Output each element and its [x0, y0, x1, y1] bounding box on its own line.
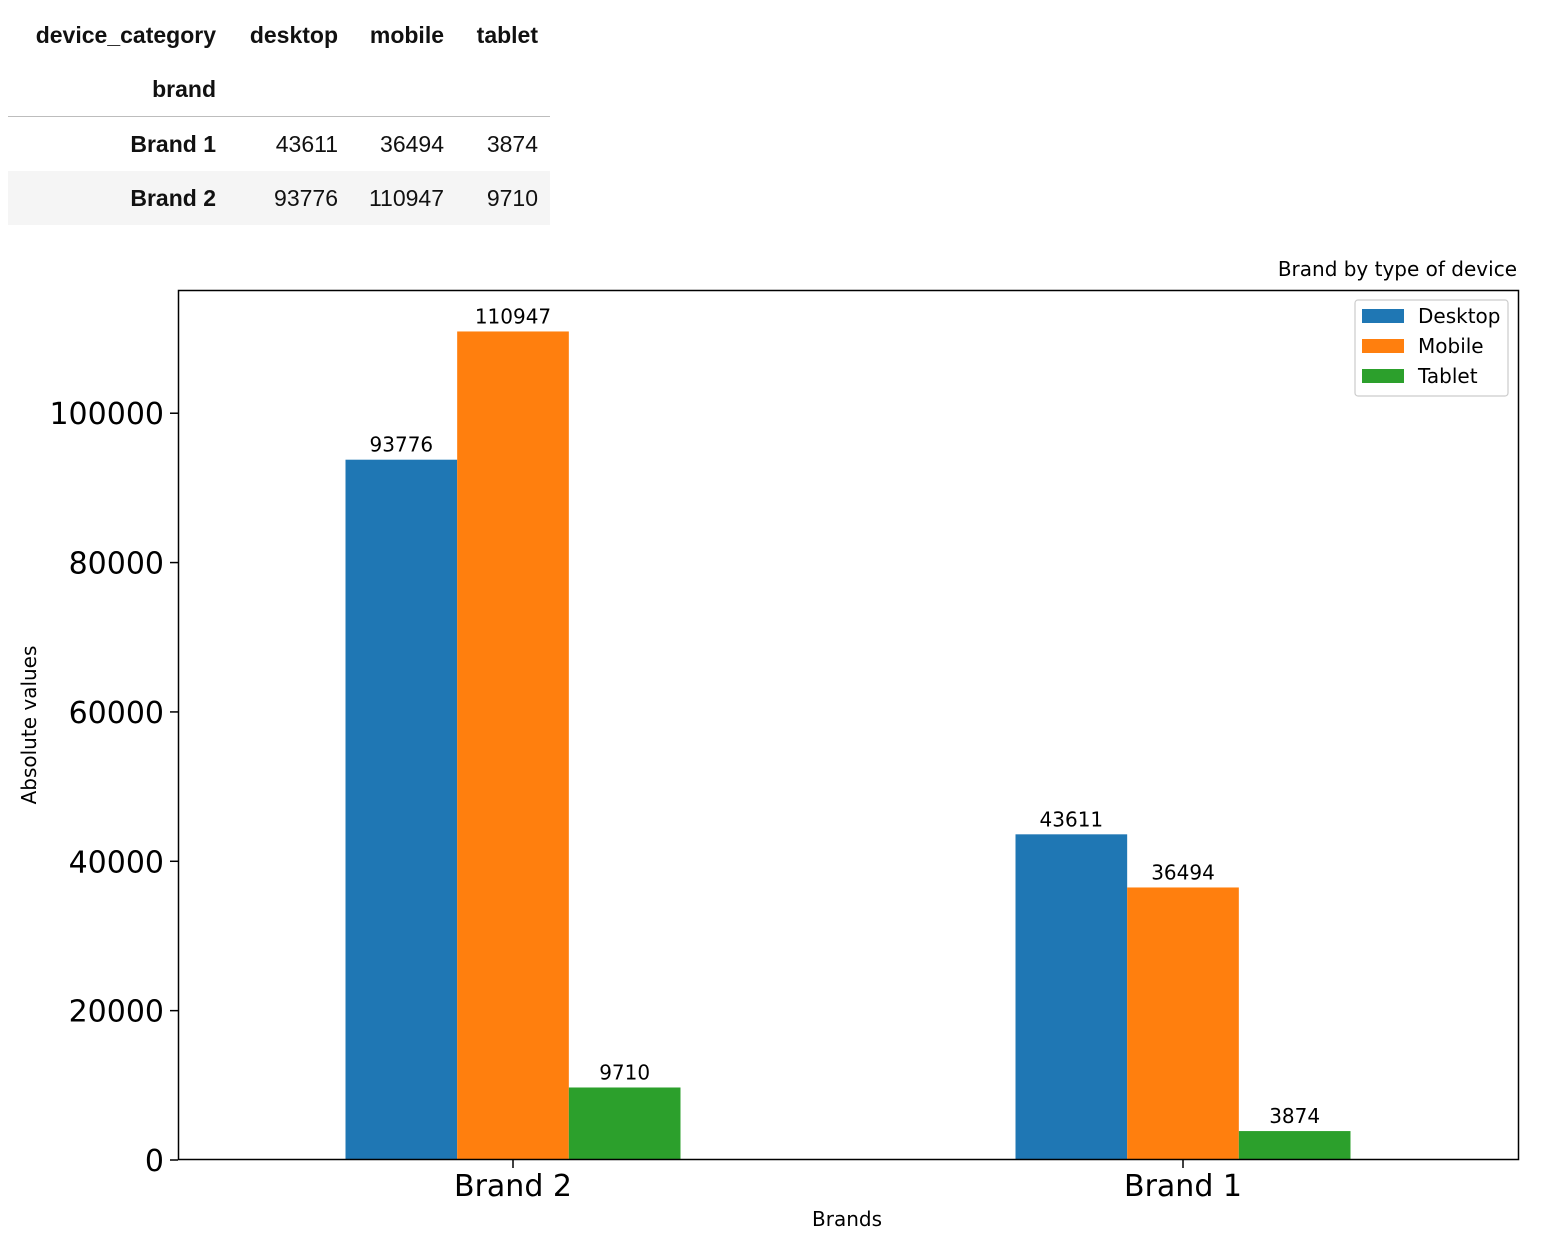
- x-tick-label: Brand 1: [1124, 1169, 1242, 1204]
- x-tick-label: Brand 2: [454, 1169, 572, 1204]
- plot-frame: [177, 289, 1520, 1161]
- legend-label-mobile: Mobile: [1418, 334, 1484, 358]
- table-column-header: mobile: [369, 21, 444, 48]
- chart-title: Brand by type of device: [1278, 257, 1517, 281]
- bar-labels-group: 93776 110947 9710 43611 36494 3874: [370, 304, 1321, 1128]
- table-row-label: Brand 2: [130, 184, 216, 211]
- y-tick-label: 100000: [49, 397, 164, 432]
- table-cell: 93776: [274, 184, 338, 211]
- legend-swatch-tablet: [1362, 369, 1404, 383]
- table-row-label: Brand 1: [130, 130, 216, 157]
- table-index-header-row: brand: [8, 62, 550, 117]
- bar-value-label: 93776: [370, 433, 434, 457]
- x-axis-title: Brands: [812, 1207, 882, 1231]
- y-tick-label: 20000: [69, 995, 164, 1030]
- legend-label-desktop: Desktop: [1418, 304, 1500, 328]
- bar-value-label: 9710: [599, 1060, 650, 1084]
- y-tick-label: 40000: [69, 845, 164, 880]
- dataframe-table: device_category desktop mobile tablet br…: [8, 8, 550, 225]
- table-header-row: device_category desktop mobile tablet: [8, 8, 550, 62]
- bar-mobile: [457, 331, 569, 1160]
- bar-mobile: [1127, 887, 1239, 1160]
- bar-tablet: [568, 1087, 681, 1160]
- y-tick-label: 0: [145, 1144, 164, 1179]
- table-cell: 36494: [380, 130, 444, 157]
- bar-value-label: 43611: [1040, 807, 1104, 831]
- table-row: Brand 1 43611 36494 3874: [8, 117, 550, 172]
- bar-chart: 93776 110947 9710 43611 36494 3874 0 20000 4000…: [17, 257, 1520, 1231]
- table-index-name: device_category: [35, 21, 216, 48]
- table-column-header: desktop: [249, 21, 338, 48]
- x-axis: Brand 2 Brand 1: [454, 1160, 1242, 1204]
- bar-desktop: [1015, 834, 1128, 1160]
- y-axis: 0 20000 40000 60000 80000 100000: [49, 397, 178, 1179]
- legend: Desktop Mobile Tablet: [1354, 299, 1509, 397]
- y-tick-label: 60000: [69, 696, 164, 731]
- table-cell: 43611: [275, 130, 338, 157]
- bar-tablet: [1238, 1131, 1351, 1160]
- legend-swatch-mobile: [1362, 339, 1404, 353]
- y-axis-title: Absolute values: [17, 646, 41, 805]
- table-cell: 110947: [368, 184, 444, 211]
- y-tick-label: 80000: [69, 547, 164, 582]
- legend-label-tablet: Tablet: [1417, 364, 1478, 388]
- bar-desktop: [345, 459, 458, 1160]
- bars-group: [345, 331, 1351, 1160]
- bar-value-label: 110947: [475, 304, 551, 328]
- table-row: Brand 2 93776 110947 9710: [8, 171, 550, 225]
- table-cell: 9710: [486, 184, 538, 211]
- legend-swatch-desktop: [1362, 309, 1404, 323]
- table-row-index-label: brand: [8, 62, 228, 117]
- table-cell: 3874: [486, 130, 538, 157]
- bar-value-label: 36494: [1151, 860, 1215, 884]
- bar-value-label: 3874: [1269, 1104, 1320, 1128]
- table-column-header: tablet: [476, 21, 538, 48]
